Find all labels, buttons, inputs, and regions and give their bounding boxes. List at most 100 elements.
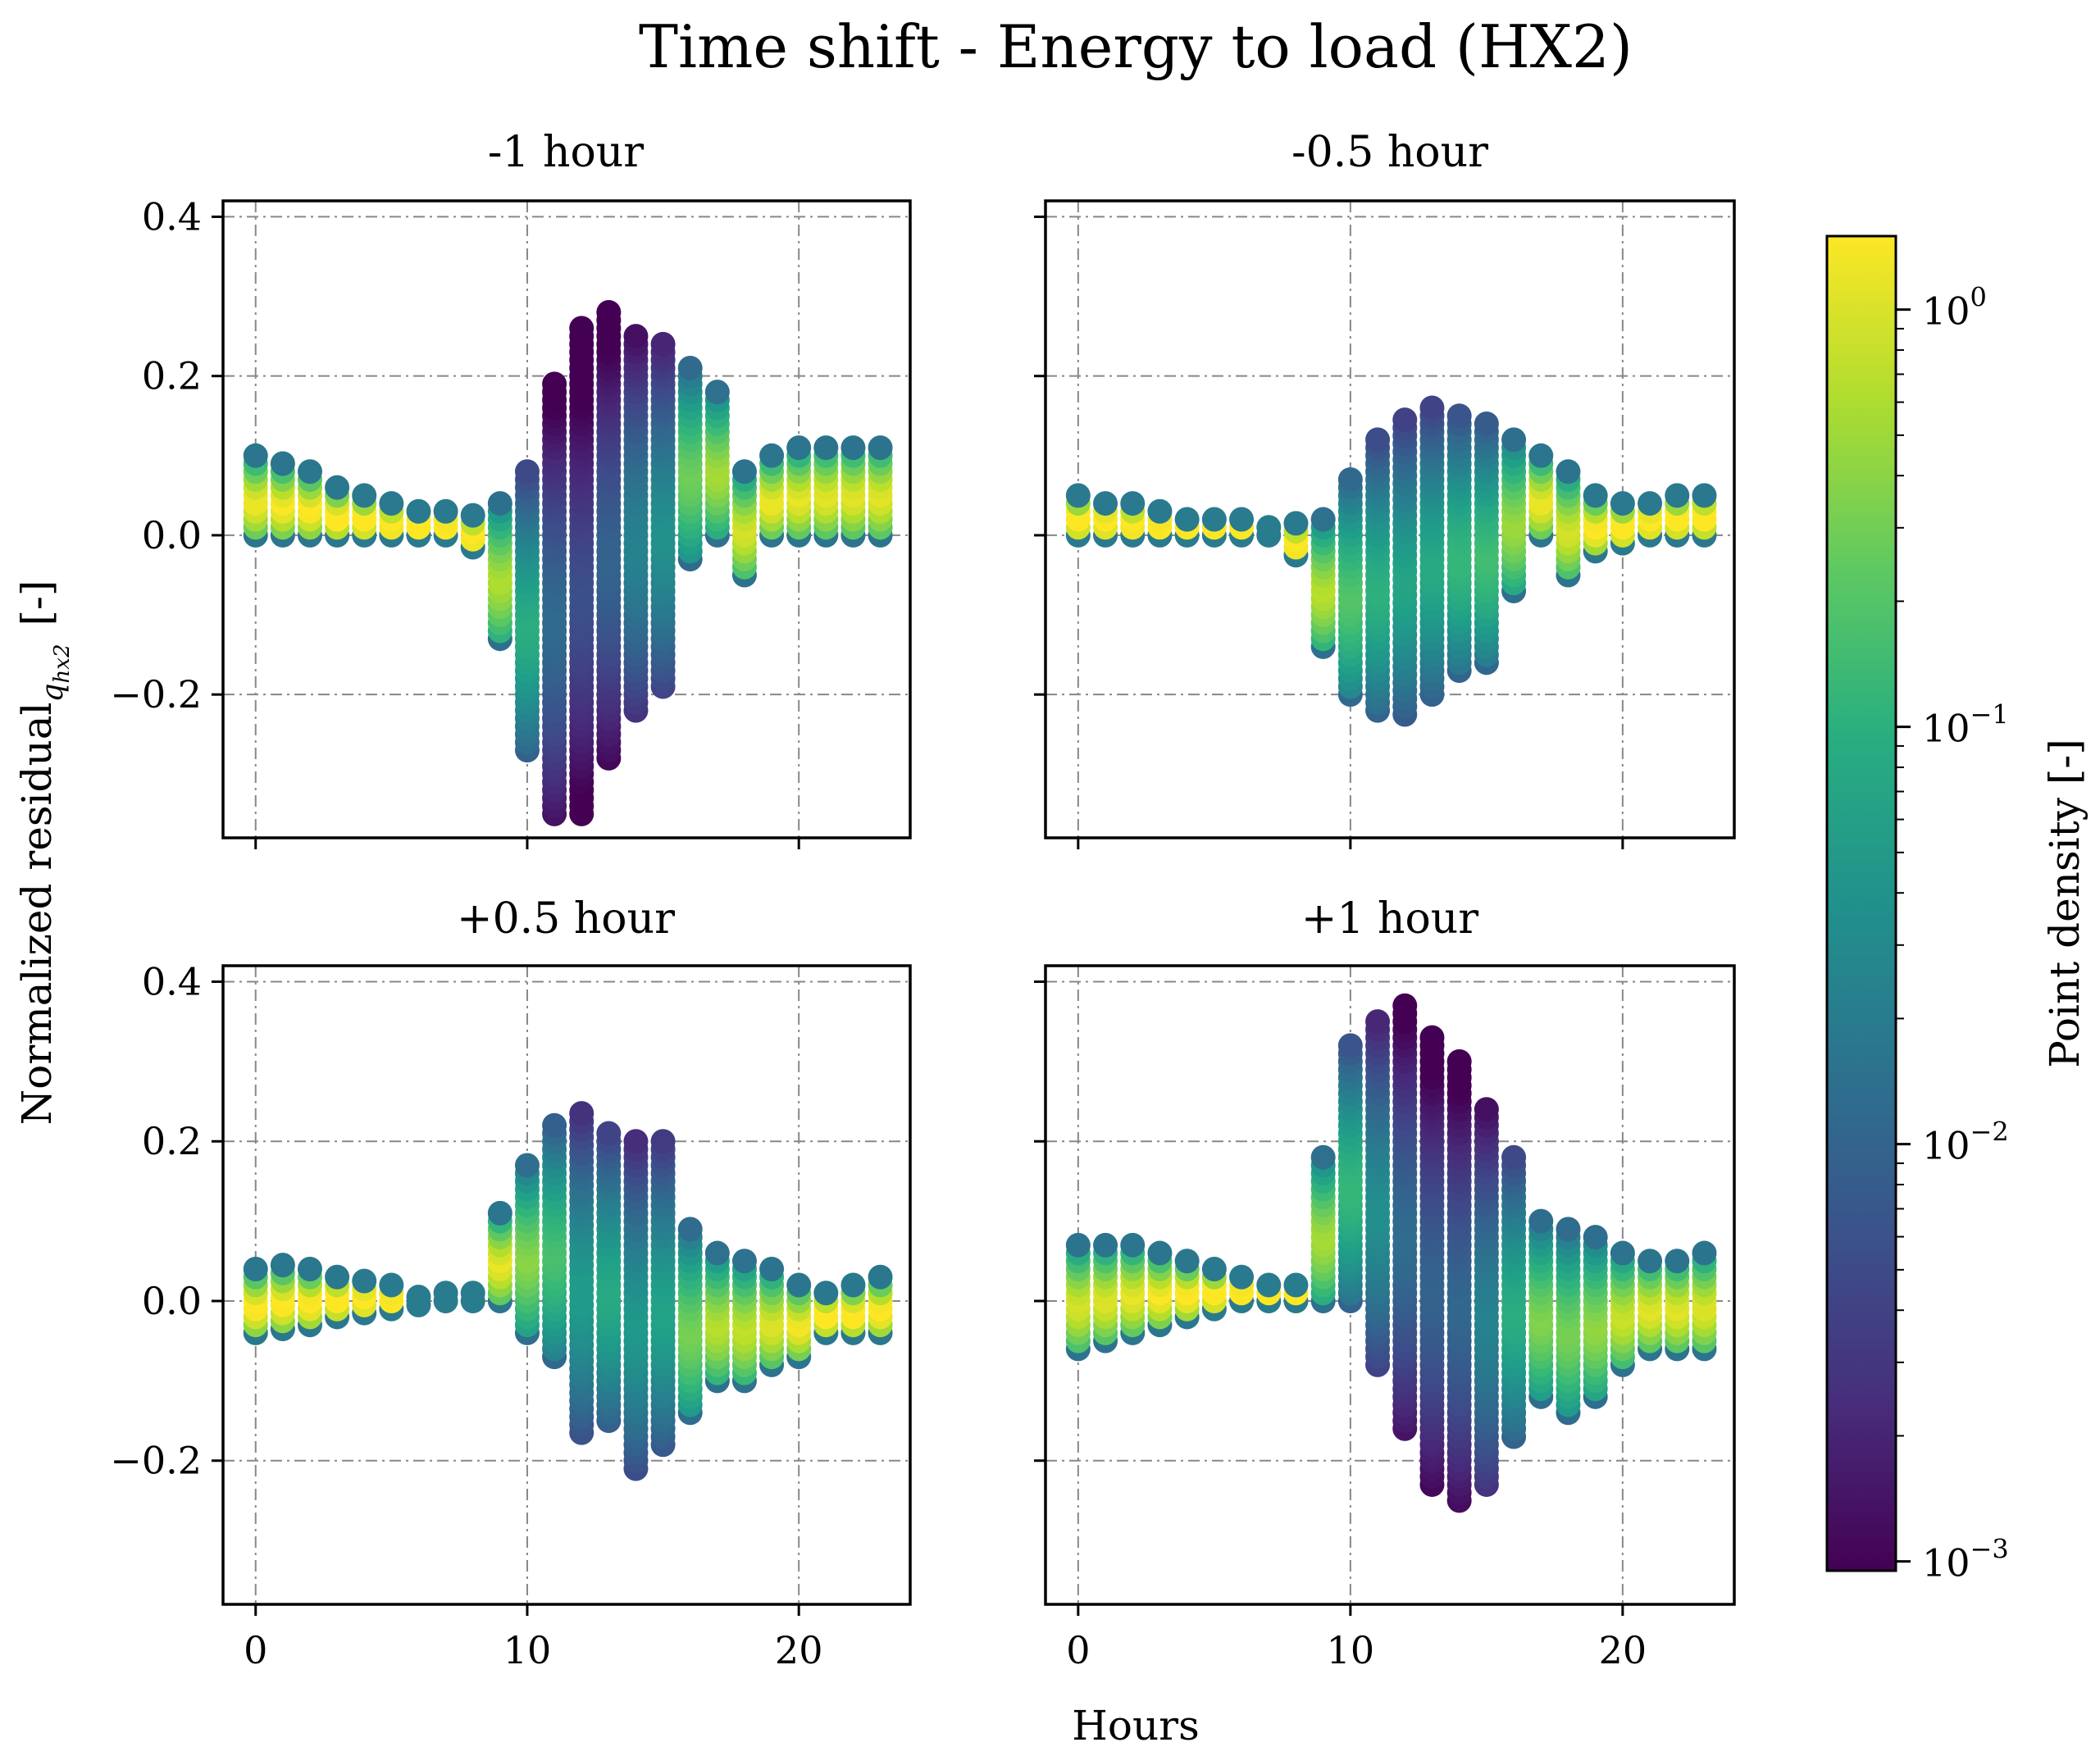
data-point [1556, 459, 1581, 484]
data-point [840, 435, 866, 461]
panel-plus-1-hour: +1 hour 0 10 20 [1034, 894, 1736, 1672]
panel-plus-0.5-hour: +0.5 hour 0 10 20 0.4 0.2 0.0 −0.2 [110, 894, 912, 1672]
data-point [1528, 443, 1554, 468]
data-point [514, 459, 540, 484]
y-tick-label: 0.2 [142, 1119, 202, 1163]
data-point [1337, 1033, 1363, 1058]
data-point [650, 331, 676, 357]
data-point [406, 1285, 431, 1310]
data-point [704, 380, 730, 405]
y-tick-label: 0.0 [142, 1279, 202, 1323]
data-point [813, 1281, 839, 1306]
x-tick-label: 0 [1066, 1628, 1090, 1672]
data-point [1610, 1240, 1635, 1266]
data-point [1256, 515, 1282, 540]
data-point [596, 1121, 622, 1146]
x-tick-label: 20 [775, 1628, 823, 1672]
data-point [868, 435, 893, 461]
data-point [433, 498, 458, 524]
data-point [1174, 507, 1200, 532]
data-point [1201, 1257, 1227, 1282]
data-point [1446, 403, 1472, 429]
x-axis-label: Hours [1072, 1702, 1199, 1749]
axes-frame [221, 199, 912, 839]
data-point [1665, 483, 1690, 508]
data-point [1610, 491, 1635, 516]
data-point [379, 491, 404, 516]
data-point [1392, 993, 1418, 1018]
colorbar-tick-label: 10−2 [1922, 1117, 2009, 1168]
data-point [487, 491, 512, 516]
y-tick-label: 0.0 [142, 513, 202, 557]
y-tick-label: −0.2 [110, 672, 202, 717]
data-point [1692, 1240, 1717, 1266]
data-point [297, 1257, 322, 1282]
data-point [813, 435, 839, 461]
colorbar-tick-label: 10−3 [1922, 1534, 2009, 1585]
axes-frame [1044, 199, 1736, 839]
data-point [1201, 507, 1227, 532]
data-point [1474, 411, 1499, 436]
x-tick-label: 20 [1599, 1628, 1647, 1672]
x-tick-label: 10 [503, 1628, 552, 1672]
x-tick-label: 10 [1327, 1628, 1375, 1672]
data-point [325, 1264, 350, 1290]
panel-title: -0.5 hour [1291, 128, 1488, 177]
colorbar-label: Point density [-] [2041, 739, 2089, 1068]
data-point [352, 1268, 377, 1294]
data-point [487, 1200, 512, 1226]
y-tick-label: −0.2 [110, 1439, 202, 1483]
data-point [1446, 1049, 1472, 1074]
panel-minus-1-hour: -1 hour 0.4 0.2 0.0 −0.2 [110, 128, 912, 849]
data-point [786, 435, 812, 461]
data-point [1583, 1225, 1608, 1250]
y-axis-label-sub: q [36, 683, 70, 702]
data-point [433, 1281, 458, 1306]
data-point [1174, 1249, 1200, 1274]
data-point [1501, 1144, 1527, 1170]
data-point [569, 1101, 594, 1126]
data-point [731, 1249, 757, 1274]
data-point [1093, 491, 1118, 516]
x-tick-label: 0 [244, 1628, 267, 1672]
data-point [1093, 1232, 1118, 1258]
data-point [1365, 1009, 1391, 1035]
data-point [1147, 1240, 1173, 1266]
data-point [623, 1129, 649, 1154]
axes-frame [221, 964, 912, 1606]
chart-title: Time shift - Energy to load (HX2) [639, 12, 1633, 81]
data-point [677, 1217, 703, 1242]
data-point [1638, 491, 1663, 516]
colorbar: 100 10−1 10−2 10−3 Point density [-] [1825, 234, 2089, 1585]
data-point [1501, 427, 1527, 453]
data-point [1528, 1208, 1554, 1234]
data-point [1120, 491, 1146, 516]
data-point [596, 299, 622, 325]
data-point [352, 483, 377, 508]
data-point [1310, 1144, 1336, 1170]
data-point [325, 475, 350, 500]
data-point [677, 355, 703, 380]
panel-title: +0.5 hour [457, 894, 675, 944]
data-point [1392, 407, 1418, 433]
data-point [1692, 483, 1717, 508]
panel-title: +1 hour [1301, 894, 1478, 944]
data-point [514, 1153, 540, 1178]
data-point [1147, 498, 1173, 524]
data-point [731, 459, 757, 484]
y-axis-label-unit: [-] [13, 580, 61, 626]
data-point [460, 1281, 485, 1306]
data-point [542, 1112, 567, 1138]
data-point [759, 1257, 785, 1282]
y-tick-label: 0.2 [142, 354, 202, 398]
y-axis-label: Normalized residualqhx2[-] [13, 580, 75, 1126]
data-point [1665, 1249, 1690, 1274]
data-point [379, 1272, 404, 1298]
data-point [704, 1240, 730, 1266]
colorbar-tick-label: 10−1 [1922, 699, 2009, 751]
data-point [868, 1264, 893, 1290]
data-point [406, 498, 431, 524]
data-point [1283, 511, 1309, 536]
colorbar-tick-label: 100 [1922, 282, 1987, 334]
